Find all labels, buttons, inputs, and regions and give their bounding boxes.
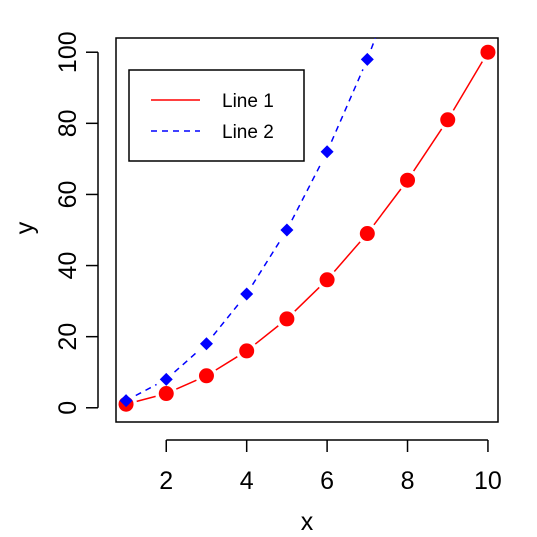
- y-tick-label: 0: [54, 401, 82, 415]
- series-1-segment: [136, 395, 156, 403]
- x-axis: 2 4 6 8 10: [159, 439, 502, 495]
- series-2-point: [360, 52, 374, 66]
- x-tick-label: 4: [240, 467, 254, 495]
- series-1-point: [400, 172, 416, 188]
- series-1-point: [359, 226, 375, 242]
- series-1-segment: [412, 128, 443, 172]
- series-1-point: [198, 368, 214, 384]
- series-1-segment: [373, 188, 402, 226]
- series-1-point: [239, 343, 255, 359]
- series-2-point: [320, 145, 334, 159]
- x-tick-label: 10: [474, 467, 502, 495]
- series-1-point: [158, 386, 174, 402]
- y-axis-label: y: [11, 221, 39, 234]
- y-tick-label: 80: [54, 109, 82, 137]
- series-layer: [118, 38, 496, 412]
- series-2-segment: [174, 350, 199, 373]
- x-tick-label: 6: [320, 467, 334, 495]
- series-2-segment: [135, 383, 157, 397]
- legend-label-line-2: Line 2: [222, 122, 274, 143]
- series-1-point: [319, 272, 335, 288]
- series-2-segment: [330, 69, 364, 142]
- series-2-point: [199, 337, 213, 351]
- series-1-point: [440, 112, 456, 128]
- y-axis: 0 20 40 60 80 100: [54, 31, 99, 415]
- series-2-segment: [370, 38, 377, 50]
- series-1-segment: [254, 325, 279, 345]
- plot-box: [115, 37, 499, 423]
- series-1-segment: [215, 356, 238, 371]
- series-line-1: [118, 44, 496, 412]
- series-2-segment: [251, 238, 282, 286]
- series-2-segment: [291, 161, 323, 221]
- legend-box: [128, 69, 305, 162]
- series-2-point: [159, 372, 173, 386]
- series-2-point: [240, 287, 254, 301]
- y-tick-label: 60: [54, 181, 82, 209]
- series-line-2: [119, 38, 377, 408]
- series-2-point: [119, 394, 133, 408]
- series-1-point: [279, 311, 295, 327]
- series-2-point: [280, 223, 294, 237]
- legend: Line 1 Line 2: [128, 69, 305, 162]
- series-1-segment: [333, 241, 361, 272]
- y-tick-label: 100: [54, 31, 82, 73]
- x-tick-label: 2: [159, 467, 173, 495]
- y-tick-label: 40: [54, 252, 82, 280]
- series-1-segment: [176, 379, 197, 390]
- series-1-point: [480, 44, 496, 60]
- y-tick-label: 20: [54, 323, 82, 351]
- series-2-segment: [212, 302, 241, 336]
- x-axis-label: x: [301, 508, 314, 536]
- series-1-segment: [294, 286, 320, 312]
- x-tick-label: 8: [401, 467, 415, 495]
- series-1-segment: [452, 61, 483, 111]
- legend-label-line-1: Line 1: [222, 91, 274, 112]
